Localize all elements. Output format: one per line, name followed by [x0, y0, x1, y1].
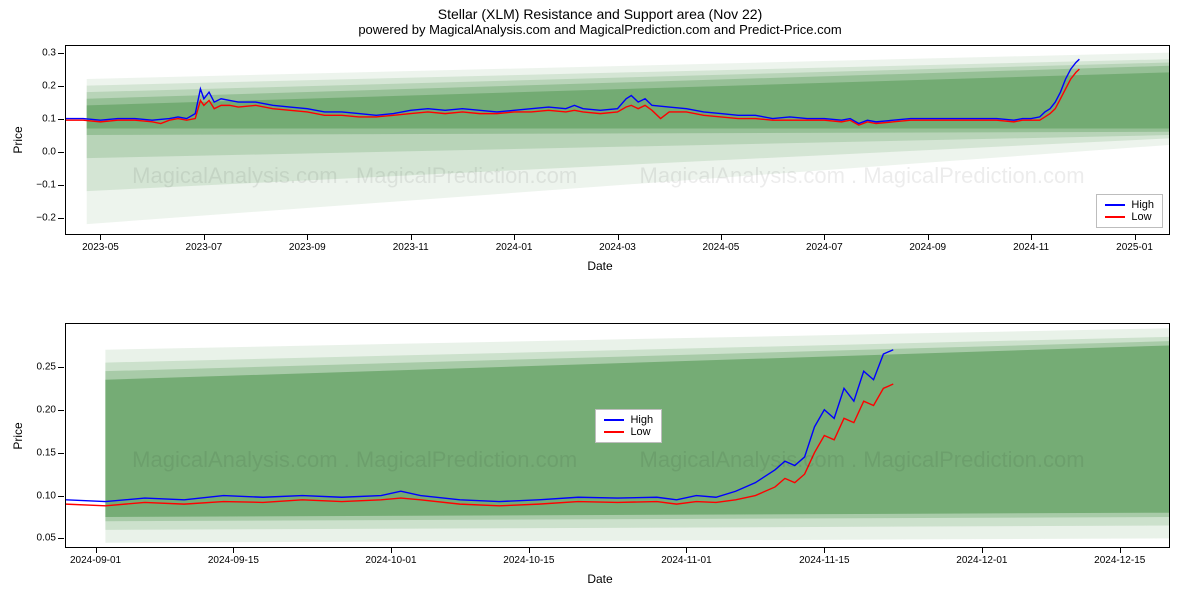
chart1-ylabel: Price	[11, 126, 25, 153]
xtick-label: 2024-10-15	[503, 547, 554, 566]
ytick-label: 0.20	[37, 404, 66, 415]
legend-swatch-high	[1105, 204, 1125, 206]
xtick-label: 2024-07	[806, 234, 843, 253]
xtick-label: 2024-09-15	[208, 547, 259, 566]
xtick-label: 2024-12-15	[1094, 547, 1145, 566]
legend-label-low: Low	[1131, 211, 1151, 223]
xtick-label: 2024-11-15	[799, 547, 849, 566]
xtick-label: 2024-05	[703, 234, 740, 253]
chart2-xlabel: Date	[0, 572, 1200, 586]
chart1-legend: High Low	[1096, 194, 1163, 228]
ytick-label: 0.3	[42, 47, 66, 58]
chart2-legend: High Low	[595, 409, 662, 443]
chart-title: Stellar (XLM) Resistance and Support are…	[0, 0, 1200, 22]
legend-item-high: High	[1105, 199, 1154, 211]
xtick-label: 2024-09-01	[70, 547, 121, 566]
legend-swatch-low	[1105, 216, 1125, 218]
ytick-label: 0.05	[37, 533, 66, 544]
xtick-label: 2024-11-01	[661, 547, 711, 566]
ytick-label: 0.15	[37, 447, 66, 458]
chart2-plot-area: Price MagicalAnalysis.com . MagicalPredi…	[65, 323, 1170, 548]
ytick-label: 0.25	[37, 361, 66, 372]
ytick-label: 0.1	[42, 113, 66, 124]
ytick-label: −0.2	[36, 212, 66, 223]
xtick-label: 2023-09	[289, 234, 326, 253]
xtick-label: 2024-09	[909, 234, 946, 253]
chart-subtitle: powered by MagicalAnalysis.com and Magic…	[0, 22, 1200, 41]
chart1-svg	[66, 46, 1169, 234]
legend-label-high: High	[630, 414, 653, 426]
ytick-label: 0.10	[37, 490, 66, 501]
ytick-label: 0.2	[42, 80, 66, 91]
xtick-label: 2024-01	[496, 234, 533, 253]
xtick-label: 2025-01	[1116, 234, 1153, 253]
chart2-ylabel: Price	[11, 422, 25, 449]
xtick-label: 2024-10-01	[365, 547, 416, 566]
legend-label-high: High	[1131, 199, 1154, 211]
legend-item-low: Low	[604, 426, 653, 438]
xtick-label: 2023-07	[186, 234, 223, 253]
ytick-label: −0.1	[36, 179, 66, 190]
legend-swatch-low	[604, 431, 624, 433]
xtick-label: 2024-12-01	[956, 547, 1007, 566]
xtick-label: 2024-03	[599, 234, 636, 253]
legend-item-low: Low	[1105, 211, 1154, 223]
xtick-label: 2023-11	[393, 234, 429, 253]
legend-label-low: Low	[630, 426, 650, 438]
chart1-plot-area: Price MagicalAnalysis.com . MagicalPredi…	[65, 45, 1170, 235]
legend-swatch-high	[604, 419, 624, 421]
xtick-label: 2024-11	[1013, 234, 1049, 253]
ytick-label: 0.0	[42, 146, 66, 157]
xtick-label: 2023-05	[82, 234, 119, 253]
legend-item-high: High	[604, 414, 653, 426]
chart1-xlabel: Date	[0, 259, 1200, 273]
